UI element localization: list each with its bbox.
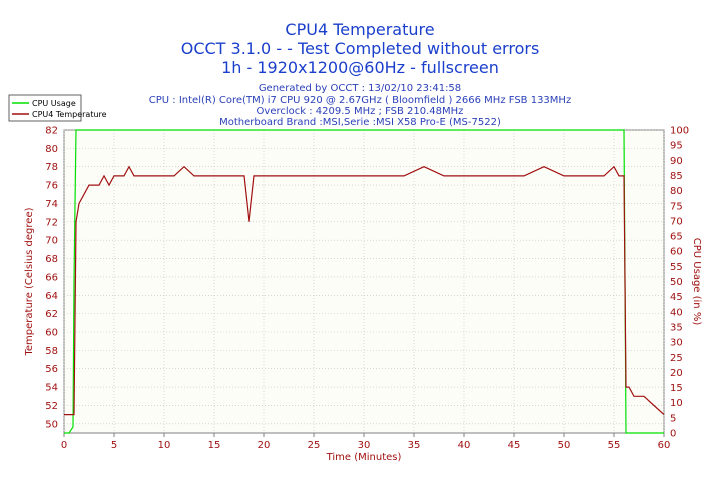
y2-tick-label: 40 [670,307,683,318]
info-overclock: Overclock : 4209.5 MHz ; FSB 210.48MHz [256,106,464,117]
y2-tick-label: 45 [670,292,683,303]
info-motherboard: Motherboard Brand :MSI,Serie :MSI X58 Pr… [219,117,501,128]
x-tick-label: 50 [558,440,571,451]
y-axis-title: Temperature (Celsius degree) [24,207,35,356]
y2-tick-label: 25 [670,353,683,364]
x-tick-label: 25 [308,440,321,451]
y2-tick-label: 85 [670,171,683,182]
y2-tick-label: 70 [670,216,683,227]
y2-tick-label: 55 [670,262,683,273]
legend-box [8,94,82,122]
y2-tick-label: 80 [670,186,683,197]
x-tick-label: 45 [508,440,521,451]
x-tick-label: 30 [358,440,371,451]
y-tick-label: 62 [45,309,58,320]
y2-tick-label: 30 [670,338,683,349]
y-tick-label: 74 [45,199,58,210]
y2-tick-label: 5 [670,413,676,424]
y2-tick-label: 65 [670,232,683,243]
chart-subtitle: OCCT 3.1.0 - - Test Completed without er… [180,39,540,58]
legend-label: CPU4 Temperature [32,110,107,119]
y2-tick-label: 95 [670,141,683,152]
x-axis-title: Time (Minutes) [326,452,402,463]
x-tick-label: 55 [608,440,621,451]
y-tick-label: 82 [45,126,58,137]
x-tick-label: 20 [258,440,271,451]
y-tick-label: 66 [45,272,58,283]
x-tick-label: 60 [658,440,671,451]
y2-tick-label: 35 [670,322,683,333]
x-tick-label: 10 [158,440,171,451]
y-tick-label: 76 [45,181,58,192]
y-tick-label: 54 [45,383,58,394]
y2-tick-label: 15 [670,383,683,394]
y-tick-label: 58 [45,346,58,357]
y-tick-label: 56 [45,364,58,375]
y-tick-label: 72 [45,217,58,228]
y2-axis-title: CPU Usage (in %) [691,238,702,326]
x-tick-label: 40 [458,440,471,451]
y2-tick-label: 60 [670,247,683,258]
y-tick-label: 52 [45,401,58,412]
x-tick-label: 0 [61,440,67,451]
y-tick-label: 80 [45,144,58,155]
y2-tick-label: 0 [670,429,676,440]
cpu-usage-line [64,129,664,434]
y2-tick-label: 50 [670,277,683,288]
chart-title: CPU4 Temperature [285,20,435,39]
y-tick-label: 68 [45,254,58,265]
legend-label: CPU Usage [32,99,76,108]
y2-tick-label: 10 [670,398,683,409]
y-tick-label: 64 [45,291,58,302]
x-tick-label: 5 [111,440,117,451]
y-tick-label: 70 [45,236,58,247]
y-tick-label: 60 [45,328,58,339]
x-tick-label: 35 [408,440,421,451]
info-generated: Generated by OCCT : 13/02/10 23:41:58 [258,83,462,94]
temperature-line [64,165,665,416]
info-cpu: CPU : Intel(R) Core(TM) i7 CPU 920 @ 2.6… [148,95,572,106]
y2-tick-label: 20 [670,368,683,379]
y2-tick-label: 100 [670,126,689,137]
y-tick-label: 50 [45,419,58,430]
y2-tick-label: 75 [670,201,683,212]
y2-tick-label: 90 [670,156,683,167]
x-tick-label: 15 [208,440,221,451]
y-tick-label: 78 [45,162,58,173]
chart-subtitle-2: 1h - 1920x1200@60Hz - fullscreen [221,58,499,77]
